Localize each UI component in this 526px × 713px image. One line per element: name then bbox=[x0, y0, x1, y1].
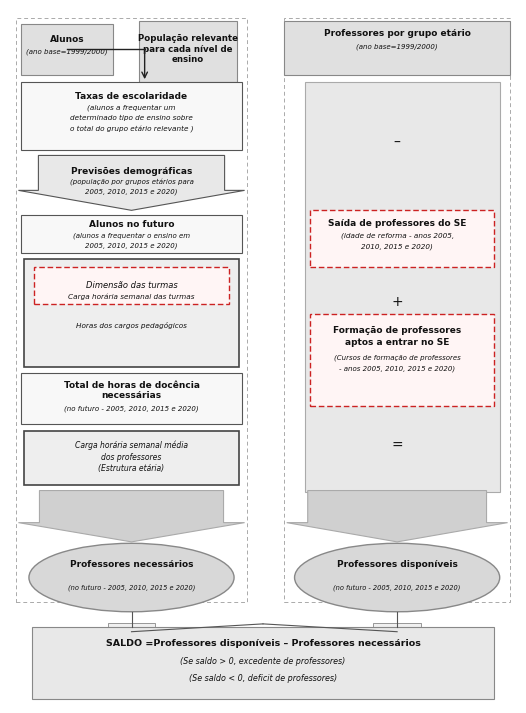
FancyBboxPatch shape bbox=[305, 82, 500, 492]
Text: Professores disponíveis: Professores disponíveis bbox=[337, 560, 458, 569]
Text: Previsões demográficas: Previsões demográficas bbox=[71, 167, 192, 175]
FancyBboxPatch shape bbox=[310, 210, 494, 267]
Text: para cada nível de: para cada nível de bbox=[143, 45, 233, 53]
Text: (ano base=1999/2000): (ano base=1999/2000) bbox=[26, 48, 108, 55]
Ellipse shape bbox=[29, 543, 234, 612]
Text: Carga horária semanal média: Carga horária semanal média bbox=[75, 441, 188, 451]
FancyBboxPatch shape bbox=[310, 314, 494, 406]
Text: Alunos: Alunos bbox=[50, 35, 84, 43]
Text: Total de horas de docência: Total de horas de docência bbox=[64, 381, 199, 389]
FancyBboxPatch shape bbox=[24, 431, 239, 485]
Text: determinado tipo de ensino sobre: determinado tipo de ensino sobre bbox=[70, 116, 193, 121]
FancyBboxPatch shape bbox=[108, 623, 155, 632]
FancyBboxPatch shape bbox=[21, 24, 113, 75]
Text: 2010, 2015 e 2020): 2010, 2015 e 2020) bbox=[361, 243, 433, 250]
Text: Alunos no futuro: Alunos no futuro bbox=[89, 220, 174, 229]
Text: (no futuro - 2005, 2010, 2015 e 2020): (no futuro - 2005, 2010, 2015 e 2020) bbox=[64, 405, 199, 412]
Text: Formação de professores: Formação de professores bbox=[333, 327, 461, 335]
Text: (Estrutura etária): (Estrutura etária) bbox=[98, 464, 165, 473]
Polygon shape bbox=[287, 491, 508, 542]
FancyBboxPatch shape bbox=[24, 259, 239, 367]
Polygon shape bbox=[18, 155, 245, 210]
Text: Professores por grupo etário: Professores por grupo etário bbox=[323, 29, 471, 38]
Polygon shape bbox=[18, 491, 245, 542]
Text: Taxas de escolaridade: Taxas de escolaridade bbox=[75, 92, 188, 101]
Text: o total do grupo etário relevante ): o total do grupo etário relevante ) bbox=[69, 125, 194, 133]
Text: (alunos a frequentar um: (alunos a frequentar um bbox=[87, 104, 176, 111]
Text: (Se saldo < 0, deficit de professores): (Se saldo < 0, deficit de professores) bbox=[189, 674, 337, 683]
Text: Professores necessários: Professores necessários bbox=[70, 560, 193, 569]
Text: População relevante: População relevante bbox=[138, 34, 238, 43]
Text: (ano base=1999/2000): (ano base=1999/2000) bbox=[356, 43, 438, 50]
Text: necessárias: necessárias bbox=[102, 391, 161, 400]
Text: dos professores: dos professores bbox=[102, 453, 161, 461]
Text: Dimensão das turmas: Dimensão das turmas bbox=[86, 282, 177, 290]
Text: Horas dos cargos pedagógicos: Horas dos cargos pedagógicos bbox=[76, 322, 187, 329]
Text: +: + bbox=[391, 294, 403, 309]
Text: (Cursos de formação de professores: (Cursos de formação de professores bbox=[334, 354, 460, 361]
Text: (no futuro - 2005, 2010, 2015 e 2020): (no futuro - 2005, 2010, 2015 e 2020) bbox=[333, 584, 461, 591]
Text: 2005, 2010, 2015 e 2020): 2005, 2010, 2015 e 2020) bbox=[85, 188, 178, 195]
Text: 2005, 2010, 2015 e 2020): 2005, 2010, 2015 e 2020) bbox=[85, 242, 178, 249]
FancyBboxPatch shape bbox=[21, 373, 242, 424]
FancyBboxPatch shape bbox=[284, 21, 510, 75]
Text: –: – bbox=[393, 135, 401, 150]
Ellipse shape bbox=[295, 543, 500, 612]
FancyBboxPatch shape bbox=[21, 82, 242, 150]
Text: (população por grupos etários para: (população por grupos etários para bbox=[69, 179, 194, 186]
Text: ensino: ensino bbox=[172, 56, 204, 64]
FancyBboxPatch shape bbox=[21, 215, 242, 253]
FancyBboxPatch shape bbox=[34, 267, 229, 304]
FancyBboxPatch shape bbox=[32, 627, 494, 699]
FancyBboxPatch shape bbox=[373, 623, 421, 632]
Text: Carga horária semanal das turmas: Carga horária semanal das turmas bbox=[68, 293, 195, 300]
Text: =: = bbox=[391, 438, 403, 453]
FancyBboxPatch shape bbox=[139, 21, 237, 82]
Text: aptos a entrar no SE: aptos a entrar no SE bbox=[345, 338, 449, 347]
Text: (Se saldo > 0, excedente de professores): (Se saldo > 0, excedente de professores) bbox=[180, 657, 346, 666]
Text: SALDO =Professores disponíveis – Professores necessários: SALDO =Professores disponíveis – Profess… bbox=[106, 639, 420, 647]
Text: - anos 2005, 2010, 2015 e 2020): - anos 2005, 2010, 2015 e 2020) bbox=[339, 365, 455, 372]
Text: (no futuro - 2005, 2010, 2015 e 2020): (no futuro - 2005, 2010, 2015 e 2020) bbox=[68, 584, 195, 591]
Text: Saída de professores do SE: Saída de professores do SE bbox=[328, 220, 467, 228]
Text: (idade de reforma - anos 2005,: (idade de reforma - anos 2005, bbox=[340, 232, 454, 240]
Text: (alunos a frequentar o ensino em: (alunos a frequentar o ensino em bbox=[73, 232, 190, 239]
